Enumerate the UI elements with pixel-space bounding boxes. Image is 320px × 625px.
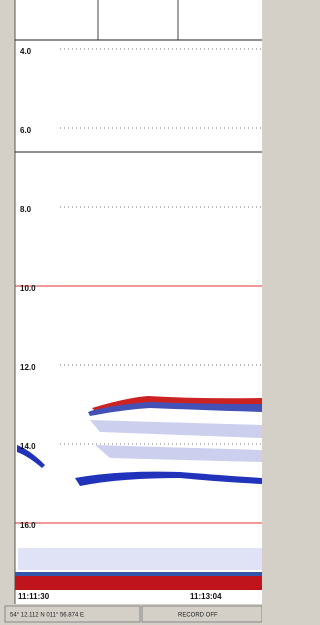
- depth-label: 10.0: [20, 284, 36, 293]
- time-label: 11:11:30: [18, 592, 50, 601]
- depth-label: 16.0: [20, 521, 36, 530]
- depth-label: 12.0: [20, 363, 36, 372]
- position-readout: 54° 12.112 N 011° 56.874 E: [10, 613, 84, 619]
- depth-label: 6.0: [20, 126, 32, 135]
- depth-label: 8.0: [20, 205, 32, 214]
- echogram-window: 54° 12.112 N 011° 56.874 E RECORD OFF 4.…: [0, 0, 262, 625]
- record-status[interactable]: RECORD OFF: [178, 613, 218, 619]
- depth-label: 4.0: [20, 47, 32, 56]
- time-label: 11:13:04: [190, 592, 222, 601]
- depth-label: 14.0: [20, 442, 36, 451]
- page: 54° 12.112 N 011° 56.874 E RECORD OFF 4.…: [0, 0, 262, 625]
- echogram-panel: [15, 0, 262, 604]
